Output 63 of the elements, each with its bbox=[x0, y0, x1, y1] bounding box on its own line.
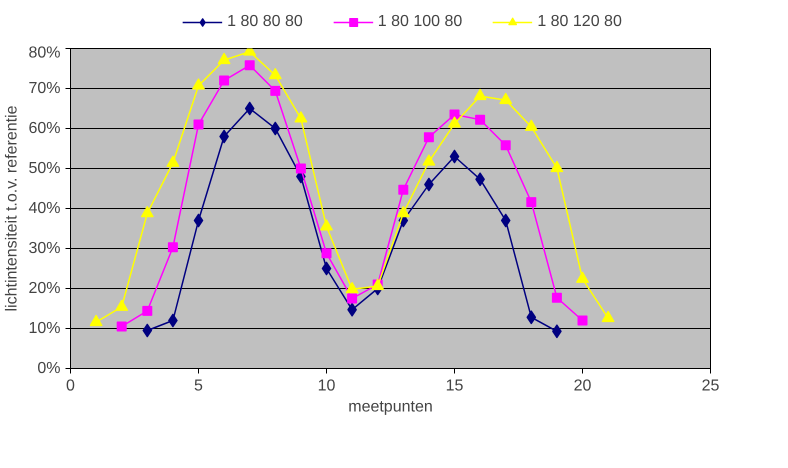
point bbox=[166, 155, 180, 167]
x-axis-title: meetpunten bbox=[348, 398, 433, 416]
y-tick-label: 70% bbox=[28, 80, 61, 97]
y-tick-label: 80% bbox=[28, 44, 61, 62]
point bbox=[320, 219, 333, 230]
point bbox=[219, 76, 230, 86]
point bbox=[142, 306, 152, 316]
point bbox=[550, 160, 564, 172]
y-axis-title: lichtintensiteit t.o.v. referentie bbox=[3, 105, 20, 312]
point bbox=[142, 324, 152, 338]
point bbox=[526, 197, 536, 208]
point bbox=[424, 132, 434, 142]
x-tick-label: 5 bbox=[194, 378, 204, 394]
y-tick-label: 30% bbox=[28, 240, 61, 257]
point bbox=[140, 206, 154, 218]
point bbox=[450, 150, 460, 164]
legend-label: 1 80 80 80 bbox=[227, 13, 303, 31]
point bbox=[500, 214, 511, 228]
y-tick-label: 50% bbox=[28, 160, 61, 177]
point bbox=[219, 130, 229, 144]
x-tick-label: 15 bbox=[446, 378, 464, 394]
x-tick-label: 10 bbox=[318, 378, 336, 394]
point bbox=[424, 178, 434, 192]
point bbox=[347, 294, 358, 304]
point bbox=[244, 60, 255, 70]
point bbox=[194, 214, 204, 228]
x-tick-label: 25 bbox=[702, 378, 720, 394]
legend-label: 1 80 120 80 bbox=[537, 13, 622, 31]
point bbox=[450, 110, 460, 120]
point bbox=[244, 102, 255, 116]
point bbox=[270, 122, 280, 136]
y-tick-label: 0% bbox=[37, 360, 60, 377]
point bbox=[294, 111, 308, 122]
point bbox=[270, 86, 280, 96]
point bbox=[116, 322, 127, 332]
point bbox=[396, 206, 410, 218]
legend-label: 1 80 100 80 bbox=[378, 13, 462, 31]
point bbox=[526, 310, 536, 324]
point bbox=[322, 248, 332, 258]
point bbox=[168, 314, 178, 328]
point bbox=[499, 92, 512, 104]
point bbox=[500, 140, 511, 150]
point bbox=[524, 119, 538, 131]
y-tick-label: 60% bbox=[28, 120, 61, 137]
point bbox=[474, 88, 487, 100]
x-tick-label: 20 bbox=[574, 378, 592, 394]
point bbox=[448, 116, 461, 128]
point bbox=[192, 78, 205, 90]
y-tick-label: 10% bbox=[28, 320, 61, 337]
point bbox=[168, 242, 178, 252]
point bbox=[268, 68, 282, 80]
point bbox=[218, 52, 231, 64]
point bbox=[398, 184, 408, 195]
point bbox=[475, 114, 486, 125]
y-tick-label: 40% bbox=[28, 200, 61, 217]
point bbox=[296, 164, 306, 174]
x-tick-label: 0 bbox=[66, 378, 76, 394]
point bbox=[552, 292, 562, 303]
point bbox=[578, 316, 588, 326]
point bbox=[422, 154, 436, 166]
point bbox=[194, 120, 204, 130]
y-tick-label: 20% bbox=[28, 280, 61, 297]
point bbox=[322, 262, 332, 276]
